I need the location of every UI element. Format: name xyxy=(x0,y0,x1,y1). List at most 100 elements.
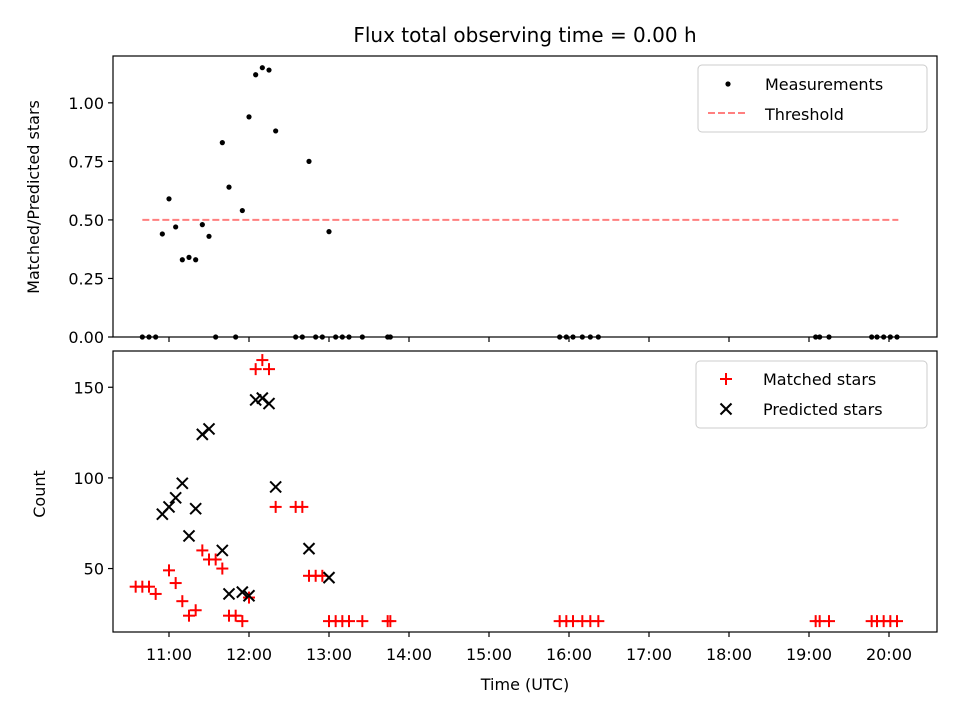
predicted-stars-legend-marker xyxy=(719,402,733,416)
measurement-point xyxy=(273,128,279,134)
matched-star-point xyxy=(169,577,182,590)
predicted-stars-legend-label: Predicted stars xyxy=(763,400,883,419)
count-x-tick-label: 16:00 xyxy=(546,645,592,664)
predicted-star-point xyxy=(302,542,316,555)
measurement-point xyxy=(253,72,259,78)
count-x-tick-label: 13:00 xyxy=(306,645,352,664)
ratio-legend: Measurements Threshold xyxy=(697,64,928,133)
ratio-y-tick-label: 0.75 xyxy=(68,152,104,171)
measurement-point xyxy=(166,196,172,202)
measurement-point xyxy=(266,67,272,73)
predicted-star-point xyxy=(162,500,176,514)
matched-star-point xyxy=(183,609,195,622)
count-plot-area xyxy=(129,354,903,628)
measurement-point xyxy=(259,65,265,71)
measurements-legend-marker xyxy=(725,81,731,87)
ratio-legend-box xyxy=(697,64,928,133)
x-marker xyxy=(719,402,733,416)
matched-star-point xyxy=(216,562,229,575)
matched-star-point xyxy=(236,615,249,628)
matched-star-point xyxy=(891,615,903,628)
predicted-star-point xyxy=(176,477,189,490)
ratio-y-tick-label: 0.00 xyxy=(68,328,104,347)
count-y-axis: 50 100 150 xyxy=(73,378,113,579)
count-x-tick-label: 17:00 xyxy=(626,645,672,664)
predicted-star-point xyxy=(222,587,236,601)
matched-star-point xyxy=(356,615,369,628)
count-axes-frame xyxy=(112,350,938,633)
predicted-star-point xyxy=(216,544,229,557)
matched-star-point xyxy=(269,500,282,513)
count-x-tick-label: 19:00 xyxy=(786,645,832,664)
count-x-tick-label: 18:00 xyxy=(706,645,752,664)
threshold-legend-label: Threshold xyxy=(764,105,844,124)
count-legend-box xyxy=(695,360,928,429)
count-x-tick-label: 12:00 xyxy=(226,645,272,664)
ratio-y-tick-label: 0.50 xyxy=(68,211,104,230)
matched-star-point xyxy=(256,354,269,367)
count-y-axis-label: Count xyxy=(30,470,49,518)
count-x-tick-label: 20:00 xyxy=(866,645,912,664)
measurement-point xyxy=(159,231,165,237)
measurement-point xyxy=(239,207,245,214)
count-x-axis: 11:00 12:00 13:00 14:00 15:00 16:00 17:00 18:00… xyxy=(146,632,912,664)
predicted-star-point xyxy=(262,397,276,410)
predicted-star-point xyxy=(322,571,336,584)
measurement-point xyxy=(179,257,185,263)
matched-star-point xyxy=(176,595,189,608)
matched-star-point xyxy=(263,363,275,376)
matched-stars-legend-label: Matched stars xyxy=(763,370,876,389)
measurement-point xyxy=(246,114,252,120)
matched-stars-legend-marker xyxy=(720,373,732,385)
predicted-star-point xyxy=(169,491,182,505)
measurement-point xyxy=(219,140,225,146)
measurement-point xyxy=(186,254,192,260)
matched-star-point xyxy=(384,615,397,628)
count-x-tick-label: 15:00 xyxy=(466,645,512,664)
matched-star-point xyxy=(149,587,162,600)
ratio-panel: Flux total observing time = 0.00 h 0.000… xyxy=(24,23,938,347)
count-x-tick-label: 11:00 xyxy=(146,645,192,664)
plus-marker xyxy=(720,373,732,385)
ratio-y-tick-label: 1.00 xyxy=(68,94,104,113)
measurement-point xyxy=(206,233,212,239)
ratio-y-tick-label: 0.25 xyxy=(68,269,104,288)
measurement-point xyxy=(226,184,232,190)
predicted-star-point xyxy=(242,589,256,602)
predicted-star-point xyxy=(269,480,282,494)
count-x-tick-label: 14:00 xyxy=(386,645,432,664)
matched-star-point xyxy=(249,363,262,376)
count-y-tick-label: 150 xyxy=(73,378,104,397)
ratio-axes-frame xyxy=(112,55,938,338)
measurement-point xyxy=(193,257,199,263)
x-axis-label: Time (UTC) xyxy=(480,675,569,694)
predicted-star-point xyxy=(189,502,202,515)
measurement-point xyxy=(326,229,332,235)
matched-star-point xyxy=(296,500,309,513)
matched-star-point xyxy=(229,609,242,622)
predicted-star-point xyxy=(182,529,196,543)
measurement-point xyxy=(306,158,312,164)
predicted-star-point xyxy=(236,585,249,599)
matched-star-point xyxy=(163,564,175,577)
measurements-legend-label: Measurements xyxy=(765,75,883,94)
measurement-point xyxy=(173,224,179,230)
matched-star-point xyxy=(209,553,222,566)
matched-star-point xyxy=(196,544,209,557)
ratio-x-axis xyxy=(168,337,890,342)
count-y-tick-label: 50 xyxy=(84,560,104,579)
ratio-y-axis-label: Matched/Predicted stars xyxy=(24,100,43,294)
predicted-star-point xyxy=(202,422,216,436)
matched-star-point xyxy=(592,615,605,628)
matched-star-point xyxy=(189,604,202,617)
matched-star-point xyxy=(343,615,355,628)
ratio-y-axis: 0.00 0.25 0.50 0.75 1.00 xyxy=(68,94,113,347)
chart-title: Flux total observing time = 0.00 h xyxy=(353,23,696,47)
matched-star-point xyxy=(823,615,835,628)
matched-star-point xyxy=(143,580,155,593)
count-y-tick-label: 100 xyxy=(73,469,104,488)
matched-star-point xyxy=(243,591,255,604)
